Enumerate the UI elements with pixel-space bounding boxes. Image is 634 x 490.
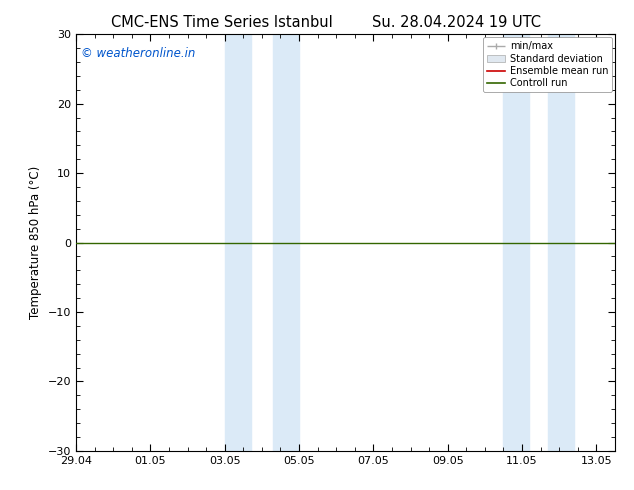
Text: Su. 28.04.2024 19 UTC: Su. 28.04.2024 19 UTC xyxy=(372,15,541,30)
Bar xyxy=(548,34,574,451)
Bar xyxy=(224,34,251,451)
Bar xyxy=(273,34,299,451)
Bar xyxy=(503,34,529,451)
Text: CMC-ENS Time Series Istanbul: CMC-ENS Time Series Istanbul xyxy=(111,15,333,30)
Legend: min/max, Standard deviation, Ensemble mean run, Controll run: min/max, Standard deviation, Ensemble me… xyxy=(483,37,612,92)
Text: © weatheronline.in: © weatheronline.in xyxy=(81,47,196,60)
Y-axis label: Temperature 850 hPa (°C): Temperature 850 hPa (°C) xyxy=(29,166,42,319)
